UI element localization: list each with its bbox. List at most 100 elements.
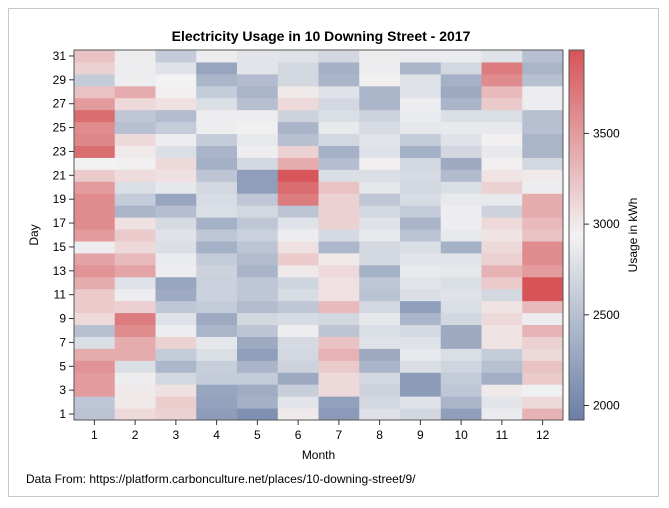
heatmap-cell-day30-month1: [74, 61, 116, 75]
heatmap-cell-day19-month8: [359, 193, 401, 206]
heatmap-cell-day30-month6: [277, 61, 319, 75]
heatmap-cell-day28-month11: [481, 85, 523, 99]
heatmap-cell-day4-month6: [277, 372, 319, 385]
heatmap-cell-day24-month10: [440, 133, 482, 146]
heatmap-cell-day20-month11: [481, 181, 523, 194]
heatmap-cell-day1-month12: [522, 408, 564, 421]
heatmap-cell-day29-month8: [359, 73, 401, 87]
heatmap-cell-day8-month4: [196, 324, 238, 337]
heatmap-cell-day23-month7: [318, 145, 360, 158]
heatmap-cell-day10-month7: [318, 300, 360, 314]
heatmap-cell-day12-month12: [522, 276, 564, 290]
heatmap-cell-day13-month9: [400, 264, 442, 278]
heatmap-cell-day6-month8: [359, 348, 401, 361]
heatmap-cell-day25-month6: [277, 121, 319, 135]
heatmap-cell-day10-month3: [155, 300, 197, 314]
heatmap-cell-day13-month10: [440, 264, 482, 278]
heatmap-cell-day22-month11: [481, 157, 523, 170]
heatmap-cell-day9-month1: [74, 312, 116, 326]
heatmap-cell-day7-month4: [196, 336, 238, 349]
heatmap-cell-day11-month5: [237, 288, 279, 302]
heatmap-cell-day30-month11: [481, 61, 523, 75]
heatmap-cell-day30-month12: [522, 61, 564, 75]
heatmap-cell-day10-month6: [277, 300, 319, 314]
heatmap-cell-day13-month2: [114, 264, 156, 278]
heatmap-cell-day18-month4: [196, 205, 238, 218]
heatmap-cell-day19-month5: [237, 193, 279, 206]
heatmap-cell-day6-month10: [440, 348, 482, 361]
heatmap-cell-day17-month4: [196, 217, 238, 230]
heatmap-cell-day12-month1: [74, 276, 116, 290]
x-tick-label-11: 11: [496, 428, 509, 442]
heatmap-cell-day4-month1: [74, 372, 116, 385]
heatmap-cell-day29-month3: [155, 73, 197, 87]
heatmap-cell-day29-month10: [440, 73, 482, 87]
heatmap-cell-day15-month4: [196, 240, 238, 254]
heatmap-cell-day26-month4: [196, 109, 238, 123]
x-tick-label-9: 9: [417, 428, 424, 442]
heatmap-cell-day15-month11: [481, 240, 523, 254]
heatmap-cell-day16-month6: [277, 229, 319, 242]
heatmap-cell-day7-month7: [318, 336, 360, 349]
heatmap-cell-day29-month6: [277, 73, 319, 87]
heatmap-cell-day16-month9: [400, 229, 442, 242]
heatmap-cell-day10-month5: [237, 300, 279, 314]
heatmap-cell-day2-month6: [277, 396, 319, 409]
heatmap-cell-day27-month10: [440, 97, 482, 111]
heatmap-cell-day18-month1: [74, 205, 116, 218]
heatmap-cell-day4-month2: [114, 372, 156, 385]
heatmap-cell-day18-month9: [400, 205, 442, 218]
heatmap-cell-day18-month12: [522, 205, 564, 218]
heatmap-cell-day17-month11: [481, 217, 523, 230]
heatmap-cell-day10-month9: [400, 300, 442, 314]
heatmap-cell-day29-month1: [74, 73, 116, 87]
heatmap-cell-day19-month9: [400, 193, 442, 206]
heatmap-cell-day9-month10: [440, 312, 482, 326]
heatmap-cell-day20-month9: [400, 181, 442, 194]
heatmap-cell-day13-month8: [359, 264, 401, 278]
heatmap-cell-day9-month6: [277, 312, 319, 326]
heatmap-cell-day18-month7: [318, 205, 360, 218]
heatmap-cell-day19-month3: [155, 193, 197, 206]
x-axis-label: Month: [302, 448, 335, 462]
heatmap-cell-day30-month5: [237, 61, 279, 75]
heatmap-cell-day7-month2: [114, 336, 156, 349]
heatmap-cell-day22-month9: [400, 157, 442, 170]
heatmap-cell-day16-month4: [196, 229, 238, 242]
heatmap-cell-day28-month12: [522, 85, 564, 99]
heatmap-cell-day10-month8: [359, 300, 401, 314]
heatmap-cell-day31-month2: [114, 50, 156, 63]
heatmap-cell-day27-month4: [196, 97, 238, 111]
heatmap-cell-day15-month10: [440, 240, 482, 254]
heatmap-cell-day2-month10: [440, 396, 482, 409]
heatmap-cell-day15-month8: [359, 240, 401, 254]
heatmap-cell-day15-month3: [155, 240, 197, 254]
heatmap-cell-day8-month6: [277, 324, 319, 337]
heatmap-cell-day20-month3: [155, 181, 197, 194]
heatmap-cell-day13-month1: [74, 264, 116, 278]
heatmap-cell-day26-month1: [74, 109, 116, 123]
heatmap-cell-day9-month3: [155, 312, 197, 326]
heatmap-cell-day2-month5: [237, 396, 279, 409]
heatmap-cell-day21-month1: [74, 169, 116, 182]
heatmap-cell-day8-month8: [359, 324, 401, 337]
heatmap-cell-day11-month8: [359, 288, 401, 302]
heatmap-cell-day4-month8: [359, 372, 401, 385]
heatmap-cell-day5-month9: [400, 360, 442, 373]
heatmap-cell-day23-month9: [400, 145, 442, 158]
heatmap-cell-day16-month2: [114, 229, 156, 242]
heatmap-cell-day12-month4: [196, 276, 238, 290]
heatmap-cell-day1-month2: [114, 408, 156, 421]
heatmap-cell-day6-month1: [74, 348, 116, 361]
y-tick-label-31: 31: [53, 49, 67, 63]
heatmap-cell-day7-month3: [155, 336, 197, 349]
heatmap-cell-day19-month10: [440, 193, 482, 206]
heatmap-cell-day26-month8: [359, 109, 401, 123]
heatmap-cell-day14-month1: [74, 252, 116, 266]
heatmap-cell-day4-month10: [440, 372, 482, 385]
heatmap-cell-day26-month7: [318, 109, 360, 123]
heatmap-cell-day11-month2: [114, 288, 156, 302]
heatmap-cell-day6-month9: [400, 348, 442, 361]
heatmap-cell-day6-month12: [522, 348, 564, 361]
heatmap-cell-day5-month1: [74, 360, 116, 373]
